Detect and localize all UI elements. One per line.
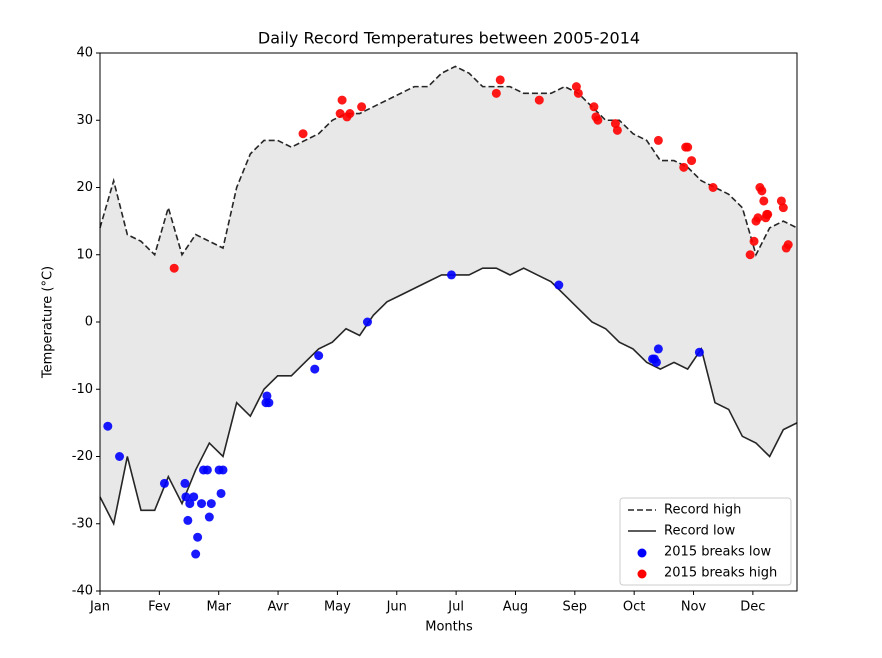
- scatter-point: [694, 347, 704, 357]
- scatter-point: [169, 263, 179, 273]
- scatter-point: [337, 95, 347, 105]
- legend-label: Record low: [664, 524, 736, 539]
- y-tick-label: 30: [76, 113, 93, 128]
- x-tick-label: Jun: [386, 600, 407, 615]
- scatter-point: [204, 512, 214, 522]
- y-tick-label: 10: [76, 247, 93, 262]
- legend-swatch: [637, 569, 647, 579]
- legend-swatch: [637, 548, 647, 558]
- scatter-point: [687, 156, 697, 166]
- x-tick-label: Dec: [740, 600, 765, 615]
- scatter-point: [653, 344, 663, 354]
- plot-frame: [99, 52, 798, 592]
- scatter-point: [335, 109, 345, 119]
- scatter-point: [708, 183, 718, 192]
- x-tick-label: Sep: [563, 600, 588, 615]
- scatter-point: [115, 452, 125, 461]
- scatter-point: [749, 236, 759, 246]
- x-tick-label: Avr: [267, 600, 289, 615]
- scatter-point: [357, 102, 367, 112]
- scatter-point: [298, 129, 308, 139]
- scatter-point: [362, 317, 372, 327]
- legend-label: Record high: [664, 503, 741, 518]
- x-tick-label: Nov: [681, 600, 707, 615]
- scatter-point: [218, 465, 228, 475]
- x-tick-label: May: [324, 600, 351, 615]
- scatter-point: [180, 478, 190, 488]
- scatter-point: [683, 142, 693, 152]
- scatter-point: [778, 203, 788, 213]
- x-tick-label: Aug: [503, 600, 528, 615]
- y-tick-label: 40: [76, 46, 93, 61]
- scatter-point: [206, 499, 216, 509]
- scatter-point: [193, 532, 203, 542]
- scatter-point: [589, 102, 599, 112]
- y-tick-label: -10: [72, 382, 93, 397]
- legend-label: 2015 breaks high: [664, 566, 777, 581]
- scatter-point: [612, 125, 622, 135]
- scatter-point: [495, 75, 505, 85]
- y-tick-label: 0: [85, 315, 93, 330]
- scatter-point: [554, 280, 564, 290]
- y-tick-label: -30: [72, 516, 93, 531]
- x-tick-label: Oct: [623, 600, 645, 615]
- y-axis-label: Temperature (°C): [41, 266, 56, 379]
- range-fill: [100, 66, 797, 524]
- scatter-point: [216, 488, 226, 498]
- x-tick-label: Mar: [206, 600, 231, 615]
- scatter-point: [159, 478, 169, 488]
- scatter-point: [783, 240, 793, 250]
- scatter-point: [345, 109, 355, 119]
- scatter-point: [759, 196, 769, 206]
- scatter-point: [191, 549, 201, 559]
- scatter-point: [310, 364, 320, 374]
- scatter-point: [573, 88, 583, 98]
- scatter-point: [534, 95, 544, 105]
- x-tick-label: Fev: [148, 600, 171, 615]
- scatter-point: [763, 209, 773, 219]
- scatter-point: [185, 499, 195, 509]
- scatter-point: [181, 492, 191, 502]
- y-tick-label: 20: [76, 180, 93, 195]
- chart-title: Daily Record Temperatures between 2005-2…: [258, 29, 640, 48]
- scatter-point: [679, 162, 689, 172]
- scatter-point: [593, 115, 603, 125]
- scatter-point: [189, 492, 199, 502]
- scatter-point: [651, 357, 661, 367]
- y-tick-label: -20: [72, 449, 93, 464]
- scatter-point: [446, 270, 456, 280]
- scatter-point: [103, 421, 113, 431]
- y-tick-label: -40: [72, 584, 93, 599]
- scatter-point: [197, 499, 207, 509]
- x-tick-label: Jan: [89, 600, 110, 615]
- scatter-point: [653, 135, 663, 145]
- scatter-point: [202, 465, 212, 475]
- scatter-point: [491, 88, 501, 98]
- scatter-point: [264, 398, 274, 408]
- x-tick-label: Jul: [447, 600, 464, 615]
- scatter-point: [757, 186, 767, 196]
- scatter-point: [183, 515, 193, 525]
- scatter-point: [753, 213, 763, 223]
- x-axis-label: Months: [425, 620, 473, 635]
- legend-box: [619, 497, 792, 586]
- legend-label: 2015 breaks low: [664, 545, 771, 560]
- scatter-point: [745, 250, 755, 260]
- scatter-point: [314, 351, 324, 361]
